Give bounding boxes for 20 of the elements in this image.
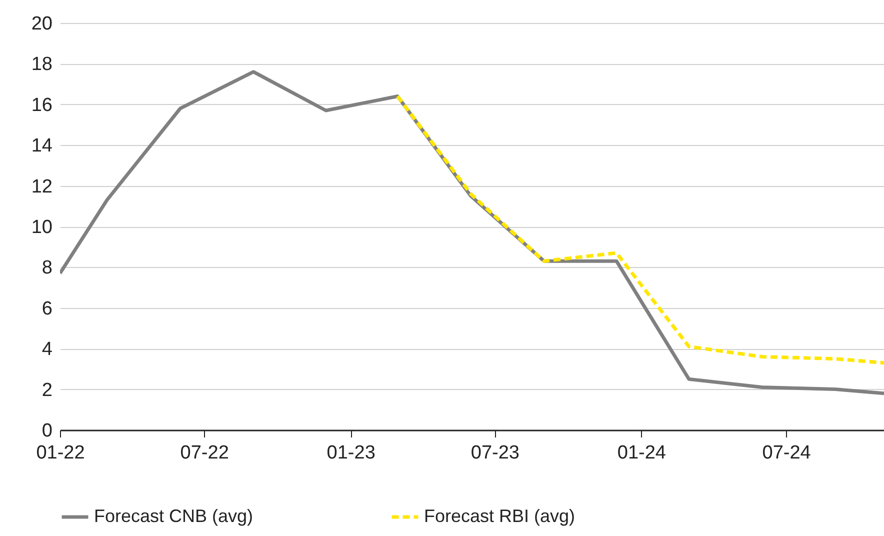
y-tick-label: 8 <box>42 258 52 279</box>
y-tick-label: 2 <box>42 380 52 401</box>
x-tick-label: 07-24 <box>762 442 812 464</box>
y-tick-label: 18 <box>31 54 52 76</box>
y-tick-label: 20 <box>31 14 52 34</box>
y-tick-label: 14 <box>31 136 53 157</box>
x-tick-label: 01-23 <box>326 442 376 464</box>
y-tick-label: 4 <box>42 339 53 360</box>
line-series <box>396 94 884 365</box>
y-tick-label: 6 <box>42 298 52 320</box>
x-tick-label: 01-24 <box>617 442 666 464</box>
legend-label: Forecast RBI (avg) <box>424 506 576 526</box>
y-tick-label: 12 <box>31 176 52 198</box>
x-tick-label: 01-22 <box>36 442 85 464</box>
x-tick-label: 07-22 <box>180 442 229 464</box>
y-tick-label: 16 <box>31 94 52 116</box>
y-tick-label: 0 <box>42 420 52 442</box>
legend-label: Forecast CNB (avg) <box>94 506 254 526</box>
y-tick-label: 10 <box>31 217 52 238</box>
x-tick-label: 07-23 <box>470 442 520 464</box>
